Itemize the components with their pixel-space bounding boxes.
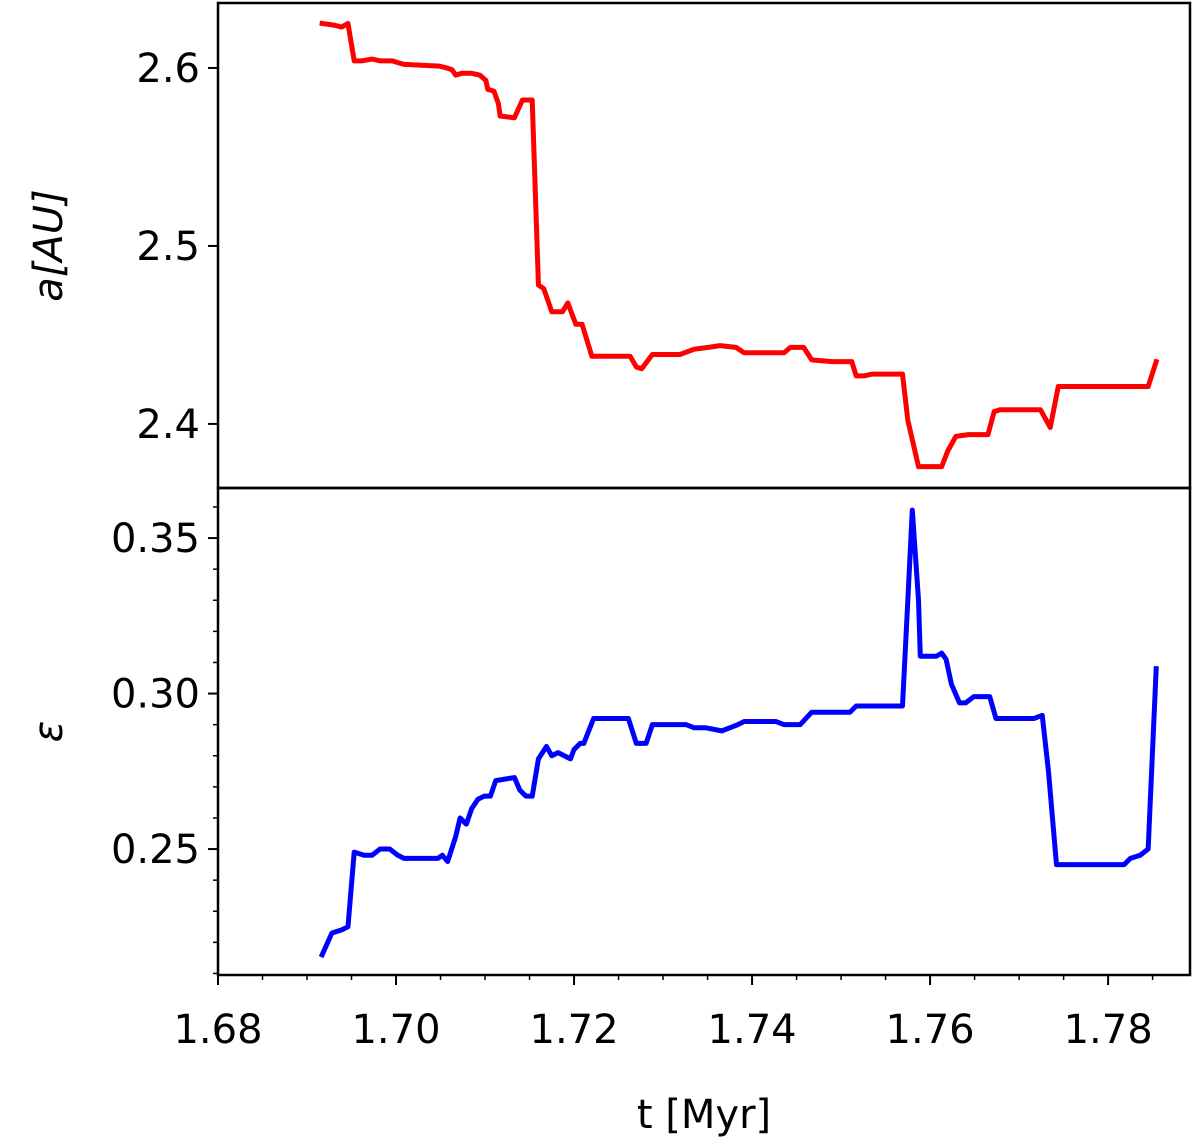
x-tick-label: 1.70 — [351, 1007, 440, 1053]
x-tick-label: 1.74 — [708, 1007, 797, 1053]
plot-area — [319, 20, 1160, 470]
y-axis-label: a[AU] — [26, 189, 72, 301]
data-line — [318, 507, 1159, 959]
x-tick-label: 1.78 — [1064, 1007, 1153, 1053]
y-tick-label: 2.5 — [136, 224, 200, 270]
plot-area — [318, 507, 1159, 959]
y-axis-label: ε — [26, 721, 72, 743]
y-tick-label: 0.25 — [111, 827, 200, 873]
y-tick-label: 2.4 — [136, 402, 200, 448]
y-tick-label: 2.6 — [136, 46, 200, 92]
y-tick-label: 0.35 — [111, 516, 200, 562]
x-tick-label: 1.68 — [173, 1007, 262, 1053]
x-tick-label: 1.72 — [530, 1007, 619, 1053]
data-line — [319, 20, 1160, 470]
axes-frame — [216, 486, 1192, 977]
x-axis-label: t [Myr] — [637, 1092, 771, 1138]
y-tick-label: 0.30 — [111, 672, 200, 718]
x-tick-label: 1.76 — [886, 1007, 975, 1053]
